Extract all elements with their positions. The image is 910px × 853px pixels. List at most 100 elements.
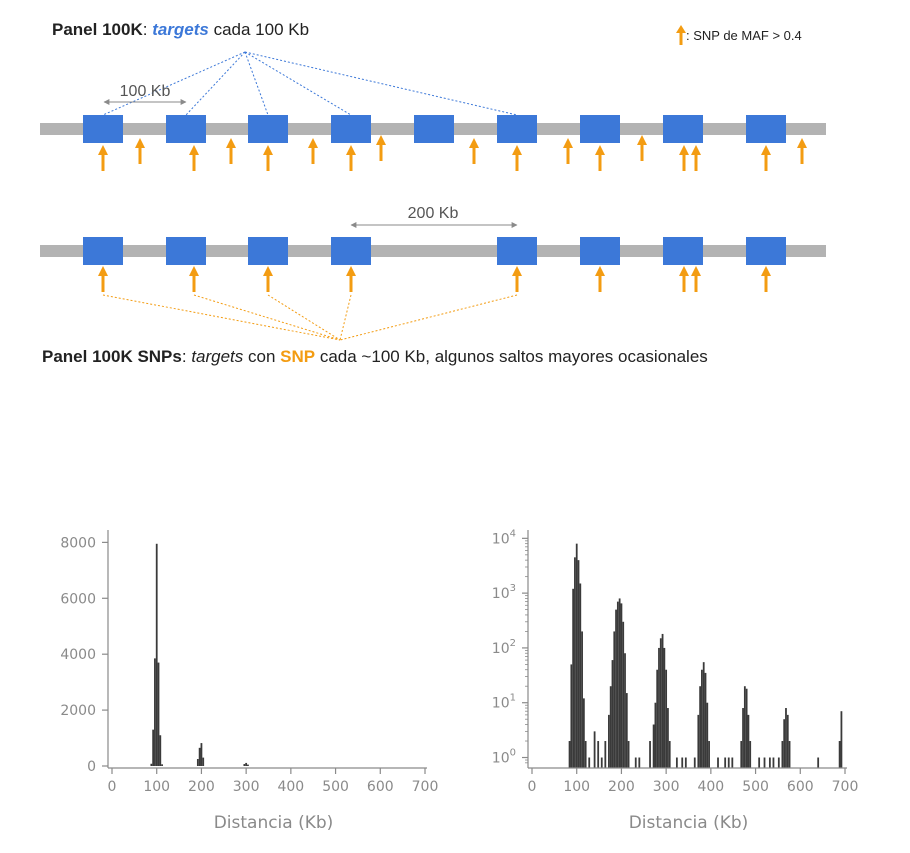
histogram-bar xyxy=(568,741,571,768)
histogram-bar xyxy=(817,757,820,768)
histogram-bar xyxy=(579,583,582,768)
histogram-bar xyxy=(604,741,607,768)
target-block xyxy=(248,237,288,265)
histogram-bar xyxy=(665,669,668,768)
snp-arrow-icon xyxy=(469,138,479,164)
y-tick-label: 104 xyxy=(492,528,516,547)
histogram-bar xyxy=(727,757,730,768)
histogram-bar xyxy=(649,741,651,768)
histogram-bar xyxy=(597,741,600,768)
chromosome-bottom xyxy=(40,245,826,257)
snp-arrow-icon xyxy=(512,145,522,171)
histogram-bar xyxy=(159,735,162,766)
histogram-bar xyxy=(763,757,766,768)
histogram-bar xyxy=(706,702,709,768)
snp-arrow-icon xyxy=(679,266,689,292)
target-blocks-bottom xyxy=(83,237,786,265)
y-tick-label: 101 xyxy=(492,693,516,712)
panel-100k-title: Panel 100K: targets cada 100 Kb xyxy=(52,20,309,40)
x-tick-label: 700 xyxy=(412,779,439,795)
histogram-bar xyxy=(702,662,705,768)
snp-arrow-icon xyxy=(797,138,807,164)
histogram-bar xyxy=(600,757,603,768)
x-tick-label: 500 xyxy=(742,779,769,795)
histogram-log: 0 100 200 300 400 500 600 700 100 101 102 103 104 Dis… xyxy=(492,528,859,833)
y-tick-label: 103 xyxy=(492,583,516,602)
histogram-bar xyxy=(638,757,641,768)
panel-100k-name: Panel 100K xyxy=(52,20,143,39)
panel-100k-rest: cada 100 Kb xyxy=(208,20,310,39)
target-block xyxy=(663,237,703,265)
histogram-bar xyxy=(740,741,743,768)
distance-100kb-label: 100 Kb xyxy=(120,83,171,100)
histogram-bar xyxy=(157,662,160,766)
snp-arrow-icon xyxy=(563,138,573,164)
snp-arrow-icon xyxy=(691,145,701,171)
legend: : SNP de MAF > 0.4 xyxy=(676,24,802,46)
y-tick-label: 4000 xyxy=(60,647,96,663)
x-tick-label: 200 xyxy=(608,779,635,795)
x-axis-label: Distancia (Kb) xyxy=(629,813,749,833)
histogram-bar xyxy=(582,698,585,768)
title-connectors-bottom xyxy=(102,294,518,341)
y-tick-label: 100 xyxy=(492,748,516,767)
histogram-bar xyxy=(783,719,786,768)
histogram-bar xyxy=(634,757,637,768)
histogram-bar xyxy=(731,757,734,768)
histogram-bars xyxy=(150,543,249,766)
histogram-bar xyxy=(618,598,621,768)
panel-snps-rest: cada ~100 Kb, algunos saltos mayores oca… xyxy=(315,347,708,366)
y-tick-label: 0 xyxy=(87,759,96,775)
snp-arrow-icon xyxy=(346,145,356,171)
target-block xyxy=(746,115,786,143)
histogram-bar xyxy=(200,743,203,766)
snp-arrow-icon xyxy=(226,138,236,164)
snp-arrow-icon xyxy=(263,266,273,292)
histogram-bar xyxy=(245,762,248,766)
histogram-bar xyxy=(155,543,158,766)
histogram-bar xyxy=(693,757,696,768)
histogram-bar xyxy=(749,741,752,768)
x-tick-label: 300 xyxy=(233,779,260,795)
histogram-bar xyxy=(684,757,687,768)
histogram-bar xyxy=(785,708,787,768)
target-block xyxy=(83,237,123,265)
histogram-bar xyxy=(620,603,623,768)
x-tick-label: 700 xyxy=(832,779,859,795)
histogram-bar xyxy=(161,764,163,766)
snp-arrow-icon xyxy=(595,266,605,292)
target-block xyxy=(414,115,454,143)
histogram-bar xyxy=(681,757,684,768)
histogram-bar xyxy=(668,741,671,768)
snp-arrows-bottom xyxy=(98,266,771,292)
histogram-bar xyxy=(675,757,678,768)
snp-arrow-icon xyxy=(761,266,771,292)
target-block xyxy=(497,115,537,143)
x-tick-label: 400 xyxy=(277,779,304,795)
histogram-bar xyxy=(724,757,727,768)
histogram-bar xyxy=(154,658,156,766)
histogram-bar xyxy=(667,708,669,768)
target-block xyxy=(497,237,537,265)
panel-100k-snps-title: Panel 100K SNPs: targets con SNP cada ~1… xyxy=(42,347,708,367)
x-tick-label: 0 xyxy=(108,779,117,795)
target-block xyxy=(580,237,620,265)
histogram-bar xyxy=(152,729,155,766)
histogram-bar xyxy=(575,543,578,768)
histogram-bar xyxy=(708,741,710,768)
histogram-bar xyxy=(609,686,612,768)
histogram-bar xyxy=(202,757,205,766)
histogram-bars xyxy=(568,543,843,768)
histogram-bar xyxy=(652,724,655,768)
histogram-bar xyxy=(577,560,580,768)
snp-arrow-icon xyxy=(98,145,108,171)
snp-arrow-icon xyxy=(263,145,273,171)
x-axis-label: Distancia (Kb) xyxy=(214,813,334,833)
snp-arrow-icon xyxy=(308,138,318,164)
histogram-bar xyxy=(581,631,583,768)
y-tick-label: 2000 xyxy=(60,703,96,719)
histogram-bar xyxy=(654,702,657,768)
histogram-linear: 0 100 200 300 400 500 600 700 0 2000 4000 6000 8000 D… xyxy=(60,530,439,833)
panel-snps-name: Panel 100K SNPs xyxy=(42,347,182,366)
panel-snps-middle: con xyxy=(243,347,281,366)
